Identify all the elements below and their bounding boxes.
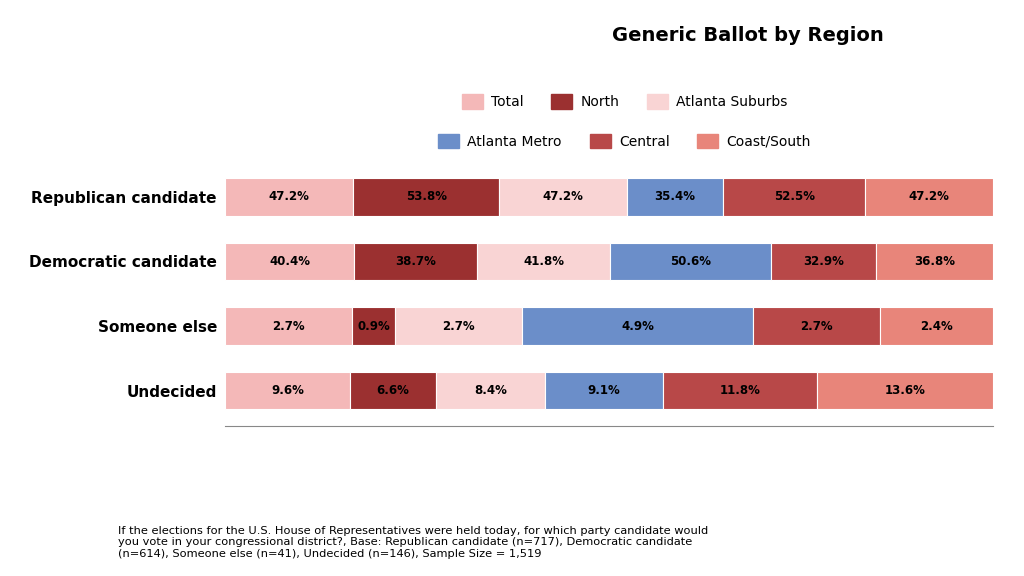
Bar [816,372,993,410]
Text: 13.6%: 13.6% [885,384,926,397]
Bar [225,372,350,410]
Text: 2.7%: 2.7% [272,320,305,332]
Bar [477,242,610,280]
Bar [353,178,499,215]
Text: 0.9%: 0.9% [357,320,390,332]
Text: 38.7%: 38.7% [395,255,436,268]
Bar [627,178,723,215]
Text: 35.4%: 35.4% [654,190,695,203]
Bar [881,308,993,345]
Text: If the elections for the U.S. House of Representatives were held today, for whic: If the elections for the U.S. House of R… [118,525,708,559]
Bar [723,178,865,215]
Bar [352,308,395,345]
Text: 32.9%: 32.9% [803,255,844,268]
Text: 47.2%: 47.2% [543,190,584,203]
Bar [225,308,352,345]
Text: 36.8%: 36.8% [914,255,955,268]
Text: 47.2%: 47.2% [909,190,949,203]
Bar [610,242,771,280]
Bar [395,308,522,345]
Bar [225,242,354,280]
Bar [499,178,627,215]
Text: 41.8%: 41.8% [523,255,564,268]
Text: 2.7%: 2.7% [801,320,833,332]
Text: 11.8%: 11.8% [720,384,760,397]
Text: 8.4%: 8.4% [474,384,507,397]
Text: 4.9%: 4.9% [622,320,654,332]
Bar [877,242,993,280]
Text: 52.5%: 52.5% [774,190,815,203]
Text: 6.6%: 6.6% [377,384,410,397]
Text: 9.6%: 9.6% [271,384,304,397]
Bar [354,242,477,280]
Text: 2.4%: 2.4% [921,320,953,332]
Bar [753,308,881,345]
Bar [865,178,993,215]
Text: 2.7%: 2.7% [442,320,475,332]
Bar [225,178,353,215]
Text: 53.8%: 53.8% [406,190,446,203]
Legend: Atlanta Metro, Central, Coast/South: Atlanta Metro, Central, Coast/South [433,128,816,154]
Bar [545,372,664,410]
Text: 47.2%: 47.2% [269,190,309,203]
Bar [771,242,877,280]
Text: 40.4%: 40.4% [269,255,310,268]
Text: 50.6%: 50.6% [671,255,712,268]
Text: Generic Ballot by Region: Generic Ballot by Region [611,26,884,45]
Bar [436,372,545,410]
Bar [350,372,436,410]
Bar [522,308,753,345]
Bar [664,372,816,410]
Text: 9.1%: 9.1% [588,384,621,397]
